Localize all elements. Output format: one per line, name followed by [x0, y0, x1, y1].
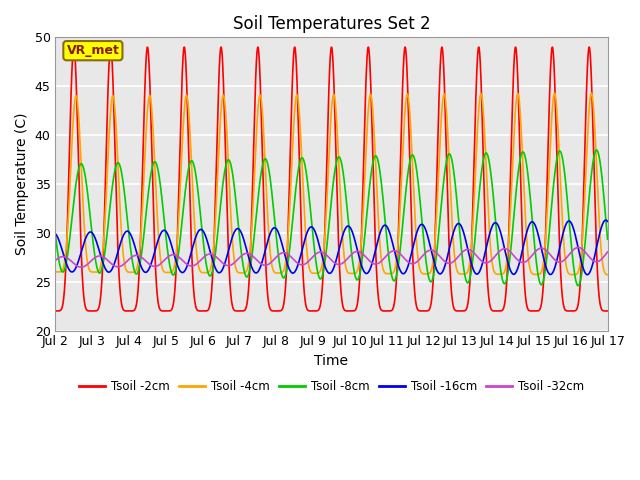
Tsoil -8cm: [348, 248, 355, 253]
Tsoil -8cm: [360, 247, 367, 252]
Tsoil -2cm: [570, 308, 578, 314]
Tsoil -4cm: [360, 205, 367, 211]
Line: Tsoil -16cm: Tsoil -16cm: [56, 220, 607, 275]
Line: Tsoil -32cm: Tsoil -32cm: [56, 248, 607, 267]
Tsoil -32cm: [492, 252, 500, 258]
Tsoil -32cm: [604, 249, 611, 255]
Tsoil -4cm: [588, 90, 595, 96]
Tsoil -2cm: [492, 308, 500, 314]
Tsoil -16cm: [360, 267, 367, 273]
Tsoil -8cm: [52, 232, 60, 238]
Tsoil -2cm: [206, 303, 214, 309]
Tsoil -16cm: [584, 272, 591, 277]
Tsoil -32cm: [570, 246, 578, 252]
Tsoil -4cm: [604, 272, 611, 277]
Tsoil -2cm: [360, 161, 367, 167]
Tsoil -8cm: [555, 149, 563, 155]
X-axis label: Time: Time: [314, 354, 349, 368]
Tsoil -16cm: [570, 228, 578, 233]
Line: Tsoil -8cm: Tsoil -8cm: [56, 150, 607, 286]
Line: Tsoil -4cm: Tsoil -4cm: [56, 93, 607, 275]
Tsoil -2cm: [52, 308, 60, 314]
Tsoil -8cm: [205, 273, 213, 278]
Tsoil -32cm: [360, 252, 367, 258]
Text: VR_met: VR_met: [67, 44, 119, 57]
Tsoil -16cm: [492, 220, 500, 226]
Tsoil -32cm: [555, 259, 563, 265]
Tsoil -2cm: [348, 308, 355, 314]
Tsoil -32cm: [574, 245, 582, 251]
Legend: Tsoil -2cm, Tsoil -4cm, Tsoil -8cm, Tsoil -16cm, Tsoil -32cm: Tsoil -2cm, Tsoil -4cm, Tsoil -8cm, Tsoi…: [74, 375, 589, 398]
Title: Soil Temperatures Set 2: Soil Temperatures Set 2: [233, 15, 430, 33]
Y-axis label: Soil Temperature (C): Soil Temperature (C): [15, 113, 29, 255]
Tsoil -16cm: [555, 250, 563, 255]
Tsoil -4cm: [205, 268, 213, 274]
Tsoil -4cm: [555, 140, 563, 146]
Tsoil -16cm: [602, 217, 610, 223]
Tsoil -4cm: [492, 271, 500, 276]
Tsoil -2cm: [604, 308, 611, 314]
Tsoil -16cm: [205, 246, 213, 252]
Tsoil -16cm: [604, 218, 611, 224]
Tsoil -32cm: [77, 264, 85, 270]
Tsoil -4cm: [570, 272, 578, 277]
Tsoil -8cm: [570, 267, 578, 273]
Line: Tsoil -2cm: Tsoil -2cm: [56, 47, 607, 311]
Tsoil -4cm: [348, 271, 355, 276]
Tsoil -2cm: [70, 44, 77, 50]
Tsoil -8cm: [574, 283, 582, 288]
Tsoil -32cm: [348, 252, 355, 257]
Tsoil -8cm: [593, 147, 600, 153]
Tsoil -4cm: [52, 269, 60, 275]
Tsoil -8cm: [492, 221, 500, 227]
Tsoil -32cm: [206, 251, 214, 257]
Tsoil -16cm: [52, 231, 60, 237]
Tsoil -32cm: [52, 258, 60, 264]
Tsoil -2cm: [555, 228, 563, 233]
Tsoil -8cm: [604, 236, 611, 242]
Tsoil -16cm: [348, 227, 355, 232]
